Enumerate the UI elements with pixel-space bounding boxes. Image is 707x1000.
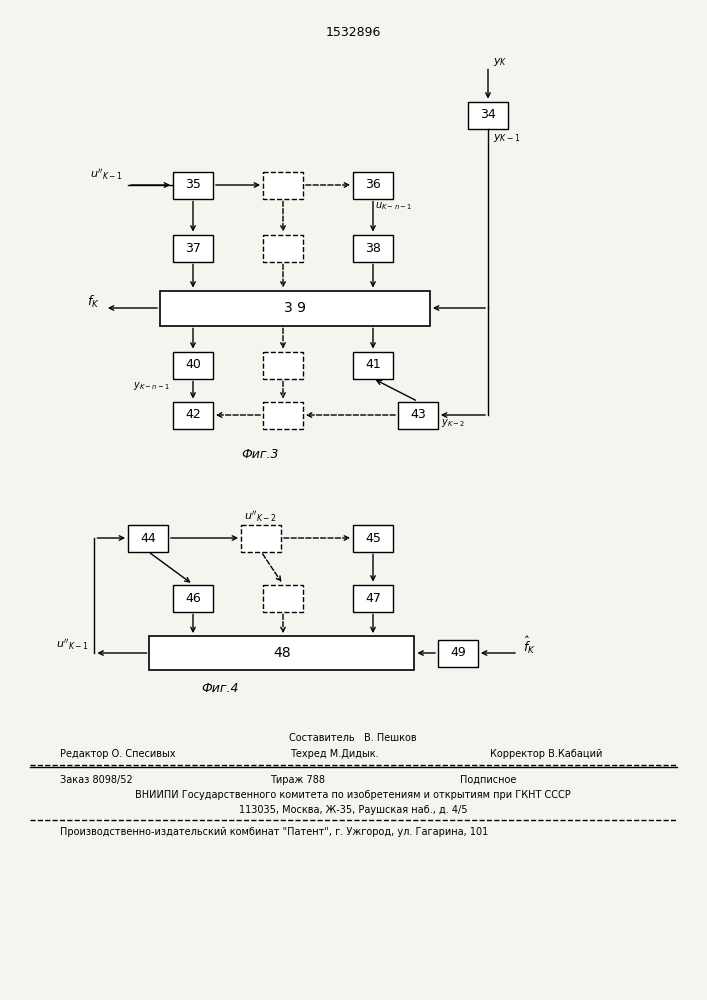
Text: 38: 38: [365, 241, 381, 254]
Text: $u''_{K-2}$: $u''_{K-2}$: [245, 509, 278, 524]
Text: 41: 41: [365, 359, 381, 371]
Text: $f_K$: $f_K$: [87, 294, 100, 310]
Text: 35: 35: [185, 178, 201, 192]
Bar: [173, 172, 213, 198]
Text: Тираж 788: Тираж 788: [270, 775, 325, 785]
Bar: [173, 234, 213, 261]
Text: 45: 45: [365, 532, 381, 544]
Bar: [468, 102, 508, 128]
Text: 37: 37: [185, 241, 201, 254]
Text: 43: 43: [410, 408, 426, 422]
Text: $y_{K-n-1}$: $y_{K-n-1}$: [133, 380, 170, 392]
Text: 1532896: 1532896: [325, 25, 380, 38]
Text: 36: 36: [365, 178, 381, 192]
Bar: [263, 401, 303, 428]
Text: ВНИИПИ Государственного комитета по изобретениям и открытиям при ГКНТ СССР: ВНИИПИ Государственного комитета по изоб…: [135, 790, 571, 800]
Text: 40: 40: [185, 359, 201, 371]
Text: 34: 34: [480, 108, 496, 121]
Text: Фиг.3: Фиг.3: [241, 448, 279, 462]
Bar: [263, 234, 303, 261]
Text: Техред М.Дидык.: Техред М.Дидык.: [290, 749, 379, 759]
Text: Корректор В.Кабаций: Корректор В.Кабаций: [490, 749, 602, 759]
Bar: [241, 524, 281, 552]
Text: 44: 44: [140, 532, 156, 544]
Bar: [353, 524, 393, 552]
Text: $u''_{K-1}$: $u''_{K-1}$: [57, 638, 90, 652]
Text: 42: 42: [185, 408, 201, 422]
Bar: [128, 524, 168, 552]
Text: Производственно-издательский комбинат "Патент", г. Ужгород, ул. Гагарина, 101: Производственно-издательский комбинат "П…: [60, 827, 489, 837]
Bar: [398, 401, 438, 428]
Bar: [263, 584, 303, 611]
Text: 3 9: 3 9: [284, 301, 306, 315]
Text: 113035, Москва, Ж-35, Раушская наб., д. 4/5: 113035, Москва, Ж-35, Раушская наб., д. …: [239, 805, 467, 815]
Text: Подписное: Подписное: [460, 775, 516, 785]
Bar: [149, 636, 414, 670]
Text: 48: 48: [273, 646, 291, 660]
Bar: [173, 584, 213, 611]
Text: $u''_{K-1}$: $u''_{K-1}$: [90, 168, 123, 182]
Text: Фиг.4: Фиг.4: [201, 682, 239, 694]
Text: 46: 46: [185, 591, 201, 604]
Bar: [353, 172, 393, 198]
Text: $\hat{f}_K$: $\hat{f}_K$: [523, 634, 536, 656]
Bar: [353, 584, 393, 611]
Bar: [438, 640, 478, 666]
Text: Редактор О. Спесивых: Редактор О. Спесивых: [60, 749, 175, 759]
Bar: [353, 352, 393, 378]
Text: 47: 47: [365, 591, 381, 604]
Text: $u_{K-n-1}$: $u_{K-n-1}$: [375, 201, 412, 212]
Bar: [173, 352, 213, 378]
Text: $y_{K-1}$: $y_{K-1}$: [493, 132, 521, 144]
Bar: [173, 401, 213, 428]
Text: 49: 49: [450, 647, 466, 660]
Text: $y_K$: $y_K$: [493, 55, 508, 68]
Bar: [263, 172, 303, 198]
Bar: [353, 234, 393, 261]
Bar: [160, 290, 430, 326]
Text: $y_{K-2}$: $y_{K-2}$: [441, 417, 465, 429]
Text: Заказ 8098/52: Заказ 8098/52: [60, 775, 133, 785]
Bar: [263, 352, 303, 378]
Text: Составитель   В. Пешков: Составитель В. Пешков: [289, 733, 417, 743]
